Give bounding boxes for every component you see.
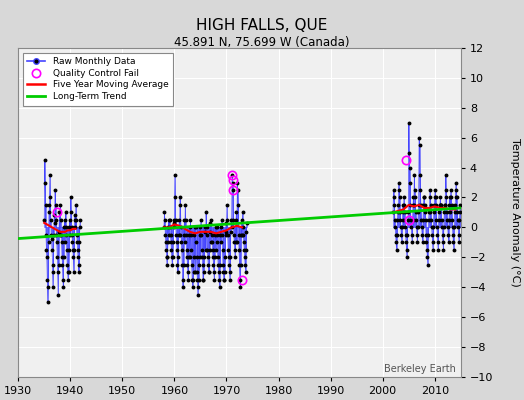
Y-axis label: Temperature Anomaly (°C): Temperature Anomaly (°C): [510, 138, 520, 287]
Text: 45.891 N, 75.699 W (Canada): 45.891 N, 75.699 W (Canada): [174, 36, 350, 49]
Text: Berkeley Earth: Berkeley Earth: [385, 364, 456, 374]
Legend: Raw Monthly Data, Quality Control Fail, Five Year Moving Average, Long-Term Tren: Raw Monthly Data, Quality Control Fail, …: [23, 52, 173, 106]
Text: HIGH FALLS, QUE: HIGH FALLS, QUE: [196, 18, 328, 33]
